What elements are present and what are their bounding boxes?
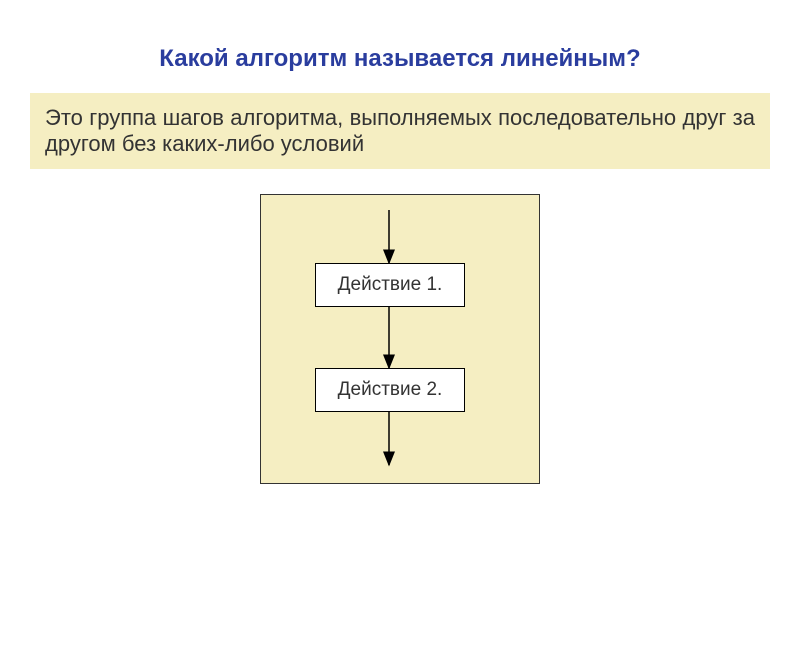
flowchart-node-action2: Действие 2.: [315, 368, 465, 412]
flowchart-arrows: [261, 195, 539, 483]
flowchart-container: Действие 1. Действие 2.: [260, 194, 540, 484]
definition-box: Это группа шагов алгоритма, выполняемых …: [30, 93, 770, 169]
page-title: Какой алгоритм называется линейным?: [0, 45, 800, 73]
flowchart-node-action1: Действие 1.: [315, 263, 465, 307]
definition-text: Это группа шагов алгоритма, выполняемых …: [45, 105, 755, 156]
